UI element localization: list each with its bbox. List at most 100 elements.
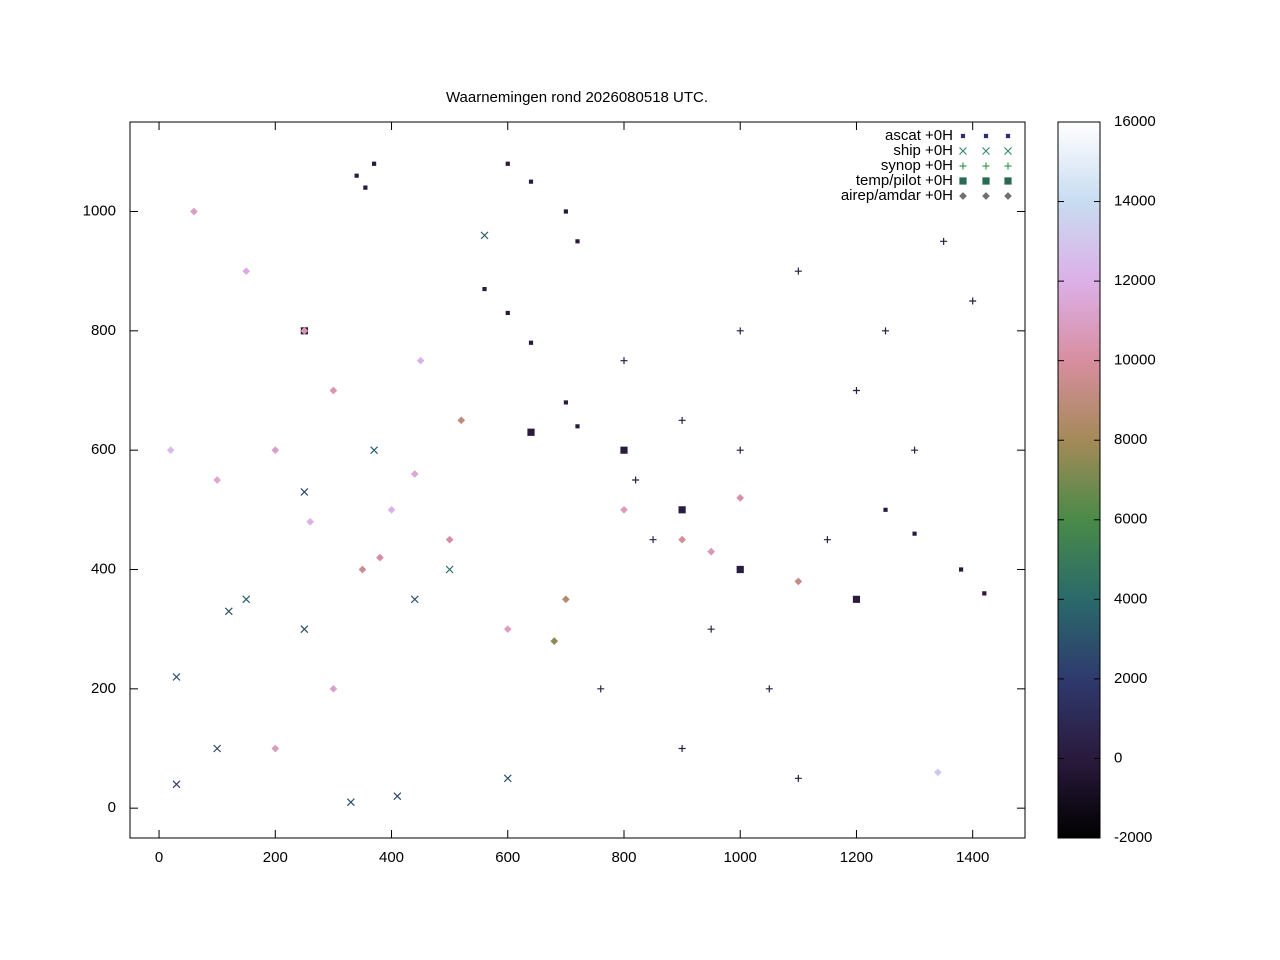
legend-marker: [959, 147, 967, 155]
data-point: [736, 494, 745, 502]
colorbar-tick-label: 8000: [1114, 431, 1147, 448]
colorbar-tick-label: 6000: [1114, 511, 1147, 528]
legend-label: temp/pilot +0H: [856, 172, 953, 189]
data-point: [575, 239, 580, 244]
data-point: [528, 340, 534, 345]
colorbar-tick-label: 16000: [1114, 113, 1156, 130]
data-point: [620, 505, 628, 514]
data-point: [410, 595, 419, 604]
colorbar: [1057, 121, 1101, 839]
data-point: [480, 231, 489, 240]
data-point: [393, 792, 402, 801]
data-point: [958, 567, 964, 572]
data-point: [172, 672, 181, 681]
legend-label: synop +0H: [881, 157, 953, 174]
legend-label: ascat +0H: [885, 127, 953, 144]
data-point: [563, 400, 568, 405]
data-point: [505, 161, 510, 166]
legend-marker: [982, 162, 990, 170]
data-point: [620, 446, 628, 454]
data-point: [300, 625, 309, 634]
data-point: [550, 637, 559, 645]
legend-marker: [959, 177, 967, 185]
data-point: [482, 286, 487, 292]
x-tick-label: 200: [263, 849, 288, 866]
colorbar-tick-label: 4000: [1114, 590, 1147, 607]
x-tick-label: 1400: [956, 849, 989, 866]
data-point: [883, 507, 888, 512]
data-point: [376, 553, 384, 562]
data-point: [329, 684, 338, 693]
data-point: [371, 161, 377, 166]
colorbar-tick-label: 0: [1114, 749, 1122, 766]
data-point: [563, 209, 568, 214]
data-point: [852, 387, 860, 394]
data-point: [457, 416, 466, 425]
legend-marker: [983, 133, 989, 139]
plot-frame: [129, 121, 1026, 839]
colorbar-tick-label: 10000: [1114, 352, 1156, 369]
x-tick-label: 0: [155, 849, 163, 866]
data-point: [166, 446, 175, 455]
data-point: [620, 357, 628, 365]
data-point: [213, 476, 222, 484]
x-tick-label: 600: [495, 849, 520, 866]
data-point: [370, 446, 379, 455]
data-point: [445, 565, 454, 574]
data-point: [416, 356, 425, 365]
data-point: [678, 745, 686, 752]
data-point: [736, 327, 744, 335]
data-point: [242, 267, 251, 276]
data-point: [912, 531, 917, 536]
data-point: [969, 297, 977, 305]
data-point: [172, 780, 181, 789]
legend-label: airep/amdar +0H: [841, 187, 953, 204]
data-point: [597, 685, 605, 693]
data-point: [329, 386, 338, 395]
data-point: [358, 565, 367, 574]
legend-marker: [1004, 147, 1012, 155]
legend-marker: [1004, 177, 1012, 185]
x-tick-label: 400: [379, 849, 404, 866]
data-point: [765, 685, 773, 693]
data-point: [445, 535, 454, 544]
y-tick-label: 0: [108, 799, 116, 816]
data-point: [707, 625, 715, 633]
data-point: [852, 595, 861, 603]
data-point: [224, 607, 233, 616]
legend-marker: [960, 133, 966, 139]
data-point: [823, 536, 831, 544]
legend-marker: [982, 147, 990, 155]
legend-marker: [1004, 192, 1012, 200]
data-point: [707, 547, 716, 556]
data-point: [271, 446, 280, 455]
data-point: [346, 798, 355, 807]
data-point: [649, 536, 657, 544]
x-tick-label: 800: [611, 849, 636, 866]
y-tick-label: 400: [91, 560, 116, 577]
data-point: [363, 185, 368, 190]
x-tick-label: 1200: [840, 849, 873, 866]
y-tick-label: 800: [91, 322, 116, 339]
data-point: [528, 179, 534, 184]
data-point: [503, 625, 512, 634]
data-point: [911, 446, 919, 454]
x-tick-label: 1000: [724, 849, 757, 866]
colorbar-tick-label: -2000: [1114, 829, 1152, 846]
data-point: [575, 424, 580, 429]
data-point: [678, 416, 686, 424]
data-point: [794, 577, 803, 586]
data-point: [271, 744, 280, 753]
data-point: [632, 476, 640, 484]
data-point: [562, 595, 570, 604]
data-point: [982, 591, 987, 596]
legend-marker: [959, 162, 967, 170]
legend-marker: [1004, 162, 1012, 170]
data-point: [503, 774, 512, 783]
data-point: [213, 744, 222, 753]
legend-marker: [982, 177, 990, 185]
data-point: [882, 327, 890, 335]
data-point: [794, 267, 802, 275]
colorbar-tick-label: 12000: [1114, 272, 1156, 289]
